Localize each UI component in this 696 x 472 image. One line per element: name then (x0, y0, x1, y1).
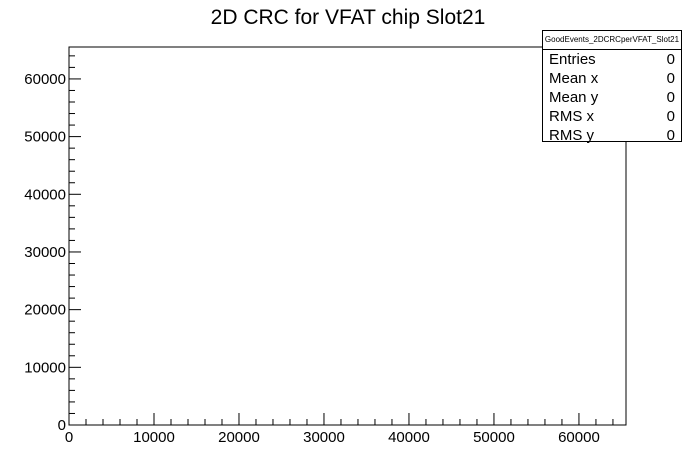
x-tick-label: 0 (65, 429, 73, 446)
stats-value: 0 (666, 70, 675, 87)
y-tick-label: 40000 (24, 186, 66, 203)
x-tick-label: 30000 (303, 429, 345, 446)
stats-box-title: GoodEvents_2DCRCperVFAT_Slot21 (543, 31, 681, 50)
y-axis: 0 10000 20000 30000 40000 50000 60000 (24, 55, 81, 434)
stats-value: 0 (666, 51, 675, 68)
y-tick-label: 30000 (24, 244, 66, 261)
stats-row-mean-y: Mean y 0 (543, 88, 681, 107)
stats-label: Entries (549, 51, 596, 68)
plot-frame (68, 46, 627, 426)
x-tick-label: 60000 (558, 429, 600, 446)
y-tick-label: 50000 (24, 129, 66, 146)
y-tick-label: 60000 (24, 71, 66, 88)
x-tick-label: 20000 (218, 429, 260, 446)
stats-label: RMS y (549, 127, 594, 144)
stats-box: GoodEvents_2DCRCperVFAT_Slot21 Entries 0… (542, 30, 682, 145)
stats-value: 0 (666, 127, 675, 144)
x-tick-label: 40000 (388, 429, 430, 446)
y-tick-label: 20000 (24, 302, 66, 319)
stats-value: 0 (666, 89, 675, 106)
stats-value: 0 (666, 108, 675, 125)
y-tick-label: 10000 (24, 359, 66, 376)
x-axis: 0 10000 20000 30000 40000 50000 60000 (65, 413, 614, 446)
y-tick-label: 0 (58, 417, 66, 434)
stats-row-entries: Entries 0 (543, 50, 681, 69)
stats-row-rms-y: RMS y 0 (543, 126, 681, 145)
chart-title: 2D CRC for VFAT chip Slot21 (211, 6, 486, 29)
stats-label: Mean y (549, 89, 599, 106)
x-tick-label: 10000 (133, 429, 175, 446)
stats-row-mean-x: Mean x 0 (543, 69, 681, 88)
x-tick-label: 50000 (473, 429, 515, 446)
stats-row-rms-x: RMS x 0 (543, 107, 681, 126)
stats-label: RMS x (549, 108, 594, 125)
stats-label: Mean x (549, 70, 599, 87)
